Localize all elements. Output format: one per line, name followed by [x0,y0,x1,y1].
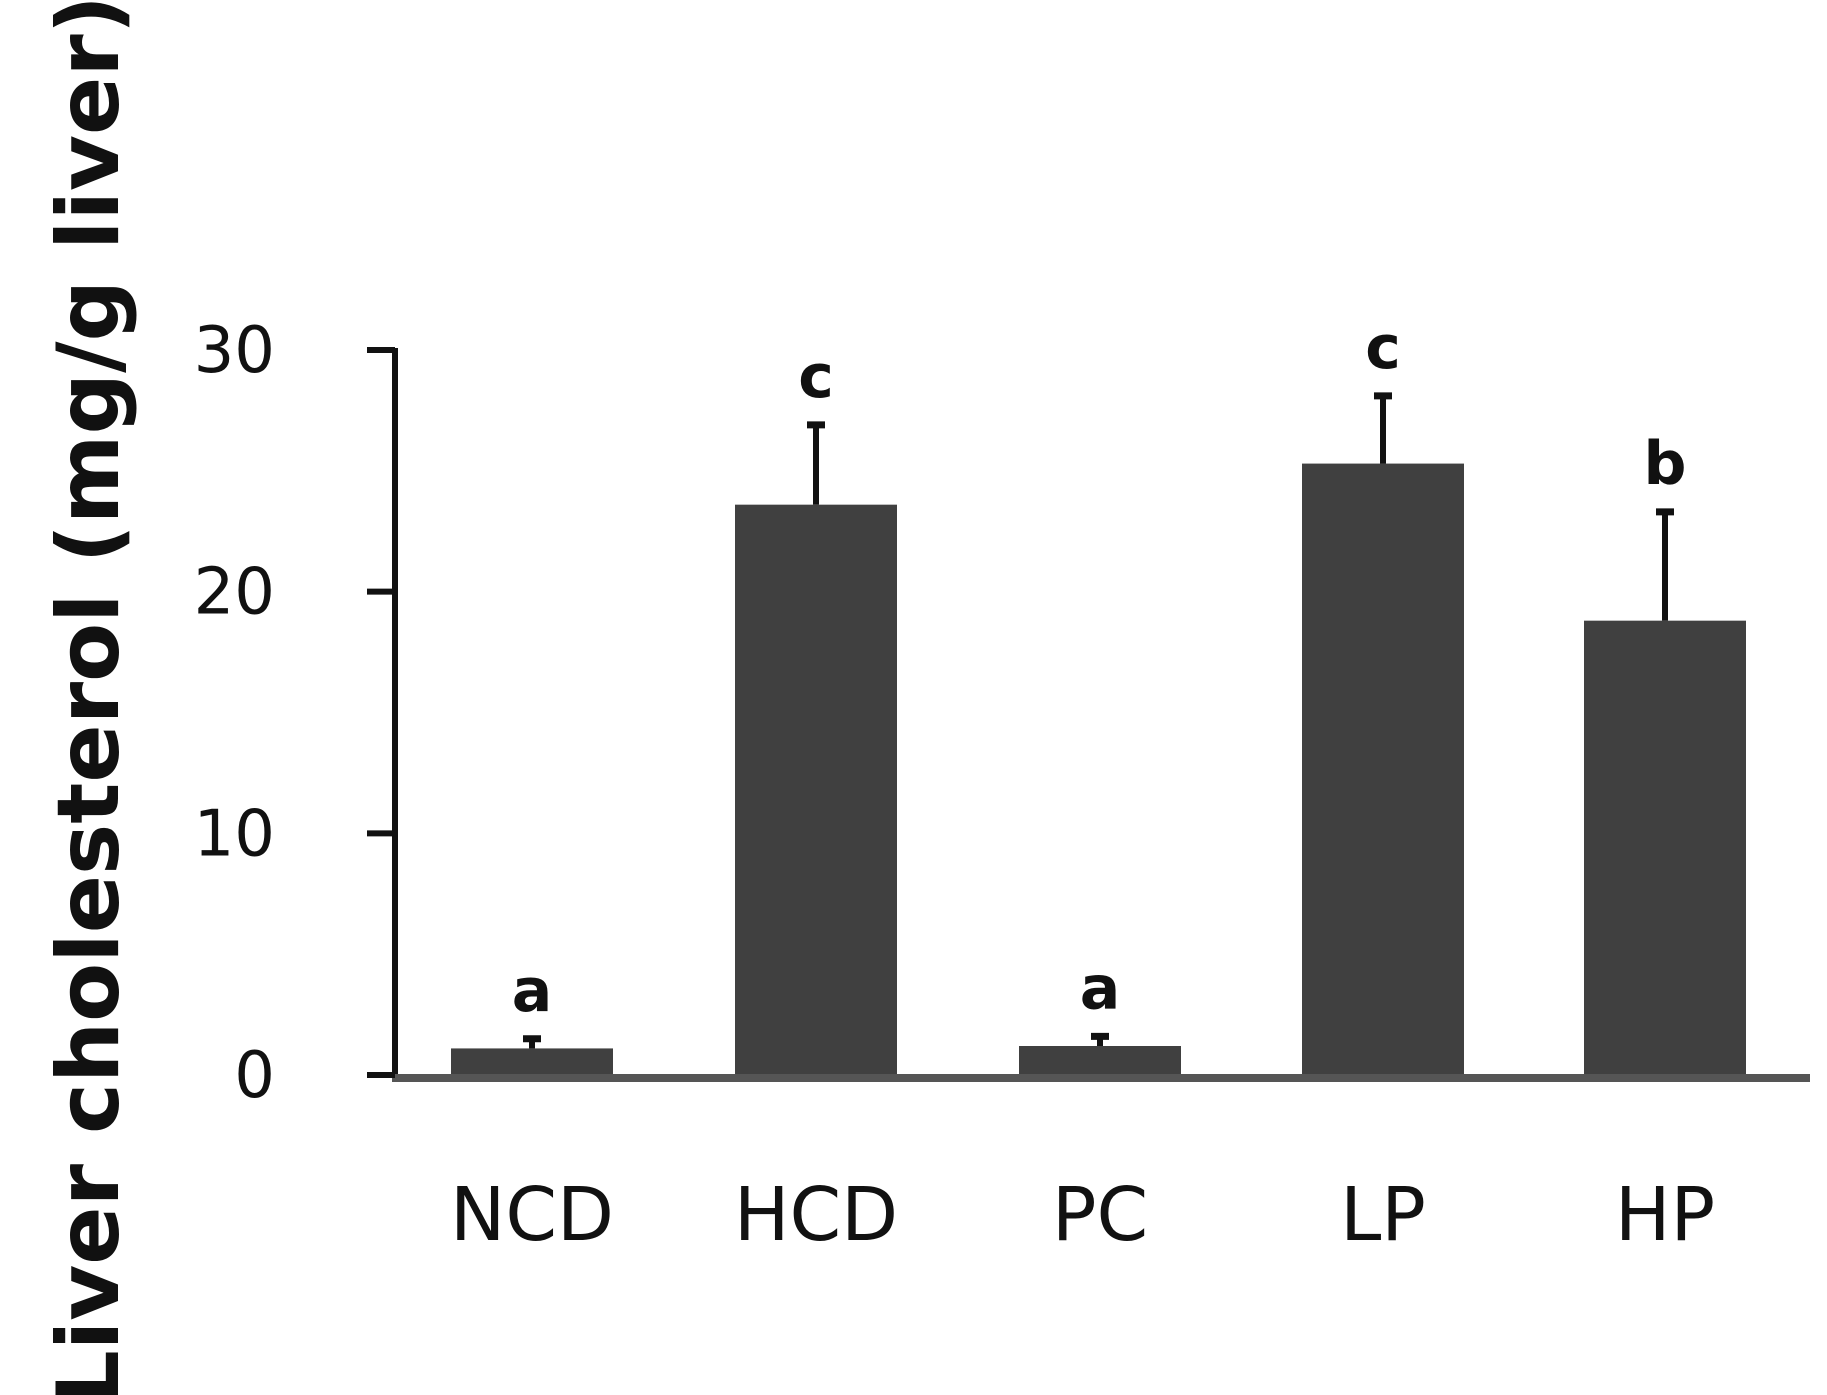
x-tick-label-hcd: HCD [734,1172,898,1258]
bar-pc [1019,1046,1181,1075]
y-tick-label-10: 10 [194,797,275,871]
x-tick-label-ncd: NCD [450,1172,614,1258]
bar-lp [1302,463,1464,1075]
bar-hp [1584,620,1746,1075]
axes [367,347,1810,1082]
x-tick-label-hp: HP [1615,1172,1715,1258]
error-bars-layer [523,392,1674,1049]
bar-hcd [735,504,897,1076]
y-tick-labels: 0 10 20 30 [194,314,275,1113]
significance-letter-ncd: a [512,956,553,1026]
bar-ncd [451,1048,613,1075]
significance-letter-pc: a [1080,953,1121,1023]
significance-letters: a c a c b [512,313,1687,1026]
significance-letter-hp: b [1644,429,1687,499]
significance-letter-lp: c [1365,313,1401,383]
significance-letter-hcd: c [798,342,834,412]
x-tick-label-lp: LP [1340,1172,1426,1258]
bars-layer [451,463,1746,1076]
y-tick-label-20: 20 [194,556,275,630]
x-tick-label-pc: PC [1052,1172,1148,1258]
y-tick-label-0: 0 [234,1039,275,1113]
y-axis-label: Liver cholesterol (mg/g liver) [39,0,139,1395]
x-tick-labels: NCD HCD PC LP HP [450,1172,1715,1258]
y-tick-label-30: 30 [194,314,275,388]
